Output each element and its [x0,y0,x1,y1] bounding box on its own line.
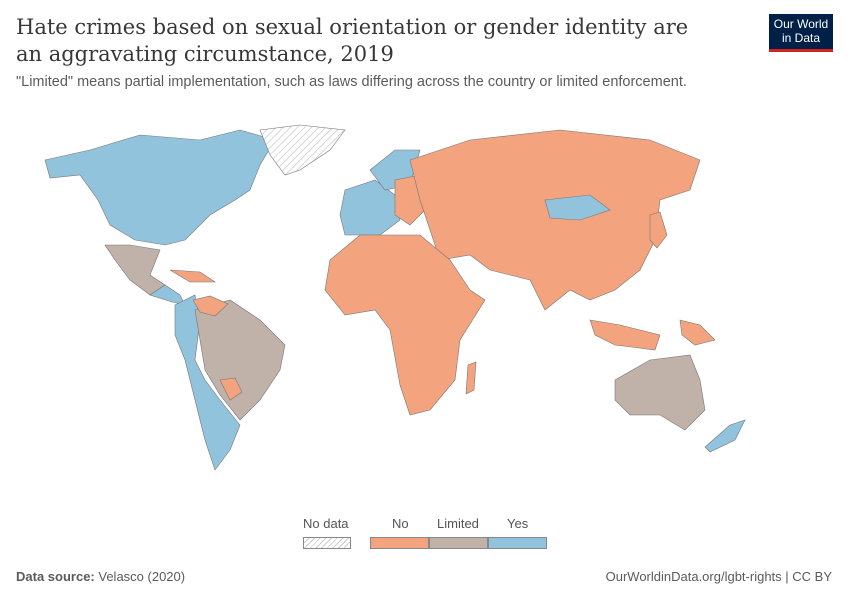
source-text: Velasco (2020) [98,569,186,584]
region-madagascar[interactable] [465,361,477,395]
region-papua[interactable] [679,319,716,346]
legend-label-limited: Limited [437,516,479,531]
region-japan[interactable] [649,211,668,249]
source-label: Data source: [16,569,95,584]
region-brazil[interactable] [194,299,286,421]
legend-label-yes: Yes [507,516,529,531]
legend-swatch-no[interactable] [370,537,429,549]
region-caribbean[interactable] [169,269,216,283]
region-africa[interactable] [324,234,486,416]
region-australia[interactable] [614,354,706,431]
region-mongolia[interactable] [544,194,611,221]
legend-swatch-yes[interactable] [488,537,547,549]
region-greenland[interactable] [259,124,346,176]
legend-no-data-swatch [303,537,351,549]
region-paraguay[interactable] [219,377,243,401]
region-venezuela[interactable] [192,295,229,317]
logo-line1: Our World [773,17,829,31]
legend-label-no: No [392,516,409,531]
region-central-america[interactable] [149,284,186,306]
chart-title: Hate crimes based on sexual orientation … [16,15,689,66]
data-source: Data source: Velasco (2020) [16,569,185,584]
url-license[interactable]: OurWorldinData.org/lgbt-rights | CC BY [605,569,832,584]
region-western-europe[interactable] [339,179,401,236]
legend-swatch-limited[interactable] [429,537,488,549]
region-indonesia[interactable] [589,319,661,351]
region-mexico[interactable] [104,244,166,296]
legend-no-data-label: No data [303,516,349,531]
region-new-zealand[interactable] [704,419,746,453]
logo-line2: in Data [781,31,821,45]
world-map [44,124,746,471]
chart-subtitle: "Limited" means partial implementation, … [16,74,687,90]
region-north-america[interactable] [44,129,276,246]
owid-logo[interactable]: Our World in Data [769,14,833,52]
